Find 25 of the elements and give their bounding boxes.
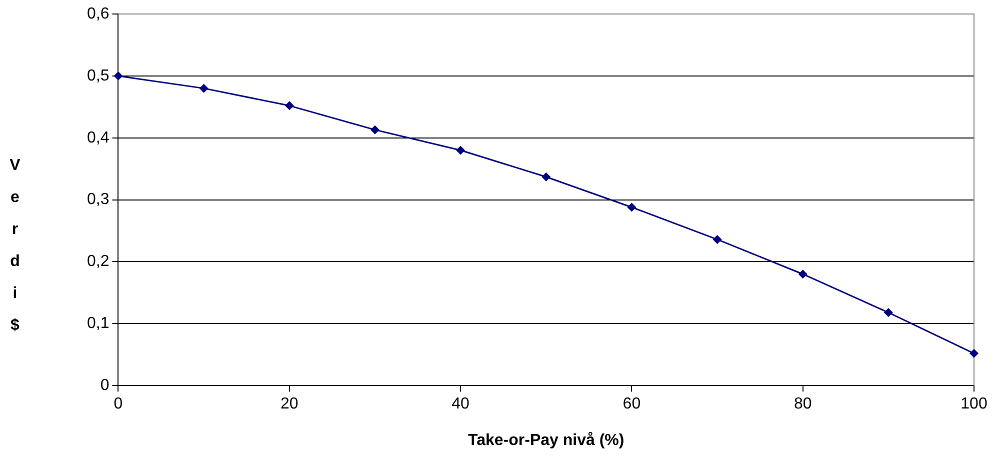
y-axis-title: Verdi $: [8, 156, 22, 336]
y-tick-label: 0,5: [86, 67, 110, 84]
point: [542, 172, 551, 182]
point: [884, 308, 893, 318]
point: [370, 125, 380, 134]
x-tick-label: 40: [452, 396, 470, 413]
y-tick-label: 0,3: [86, 191, 110, 208]
y-tick-label: 0,1: [86, 315, 110, 332]
x-tick-label: 100: [960, 396, 988, 413]
point: [199, 84, 208, 93]
x-tick-label: 60: [622, 396, 641, 413]
point: [798, 270, 808, 279]
y-tick-label: 0: [100, 377, 110, 394]
point: [284, 101, 294, 110]
point: [970, 348, 978, 358]
y-tick-label: 0,2: [86, 253, 110, 270]
x-tick-label: 80: [794, 396, 812, 413]
y-tick-label: 0,4: [86, 129, 110, 146]
x-tick-label: 20: [280, 396, 298, 413]
x-tick-label: 0: [114, 396, 123, 413]
point: [627, 202, 636, 212]
point: [456, 146, 466, 155]
y-tick-label: 0,6: [86, 5, 110, 22]
point: [712, 234, 722, 244]
x-axis-title: Take-or-Pay nivå (%): [468, 430, 624, 449]
